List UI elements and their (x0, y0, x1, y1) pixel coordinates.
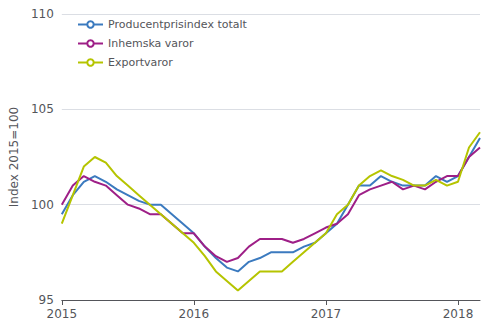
svg-text:110: 110 (31, 7, 54, 21)
svg-text:Exportvaror: Exportvaror (108, 56, 173, 69)
svg-text:2016: 2016 (179, 307, 210, 321)
svg-text:105: 105 (31, 102, 54, 116)
svg-text:Inhemska varor: Inhemska varor (108, 37, 194, 50)
svg-text:95: 95 (39, 293, 54, 307)
svg-text:100: 100 (31, 198, 54, 212)
svg-text:2015: 2015 (47, 307, 78, 321)
svg-text:2018: 2018 (443, 307, 474, 321)
svg-text:Producentprisindex totalt: Producentprisindex totalt (108, 18, 248, 31)
svg-text:Index 2015=100: Index 2015=100 (7, 107, 21, 207)
svg-text:2017: 2017 (311, 307, 342, 321)
